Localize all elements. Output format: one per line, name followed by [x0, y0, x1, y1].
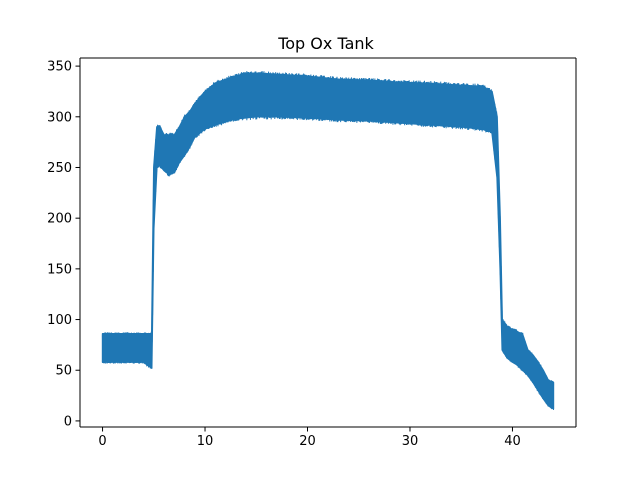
series-noise — [102, 71, 554, 411]
y-tick-label: 350 — [47, 60, 72, 75]
chart-title: Top Ox Tank — [277, 34, 374, 53]
y-tick-label: 100 — [47, 313, 72, 328]
y-tick-label: 50 — [55, 364, 72, 379]
x-tick-label: 30 — [402, 434, 419, 449]
x-tick-label: 20 — [299, 434, 316, 449]
y-tick-label: 0 — [64, 414, 72, 429]
x-tick-label: 10 — [197, 434, 214, 449]
y-tick-label: 200 — [47, 212, 72, 227]
x-tick-label: 0 — [98, 434, 106, 449]
plot-layer — [101, 71, 555, 411]
series-group — [101, 71, 555, 411]
y-tick-label: 150 — [47, 262, 72, 277]
x-tick-label: 40 — [504, 434, 521, 449]
y-tick-label: 300 — [47, 110, 72, 125]
y-tick-label: 250 — [47, 161, 72, 176]
axes-layer: 0 10 20 30 40 0 50 100 150 200 250 300 350 — [47, 57, 577, 449]
